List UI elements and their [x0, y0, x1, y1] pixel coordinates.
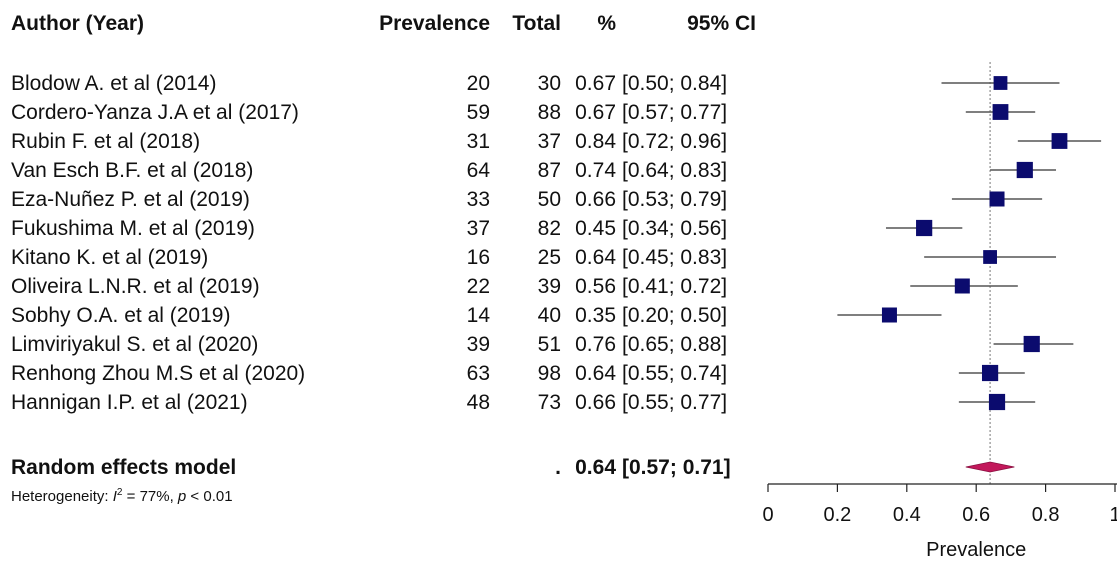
study-author: Blodow A. et al (2014): [11, 72, 217, 95]
study-author: Rubin F. et al (2018): [11, 130, 201, 153]
x-tick-label: 0.8: [1032, 504, 1060, 526]
study-author: Kitano K. et al (2019): [11, 246, 209, 269]
study-author: Limviriyakul S. et al (2020): [11, 333, 259, 356]
x-tick-label: 0.6: [962, 504, 990, 526]
study-square: [954, 278, 970, 294]
study-author: Oliveira L.N.R. et al (2019): [11, 275, 260, 298]
study-square: [1023, 335, 1040, 353]
x-tick-label: 0: [762, 504, 773, 526]
header-author: Author (Year): [11, 12, 145, 35]
study-ci: [0.41; 0.72]: [622, 275, 728, 298]
study-ci: [0.55; 0.77]: [622, 391, 728, 414]
study-percent: 0.64: [575, 246, 616, 269]
study-square: [916, 219, 933, 237]
study-total: 25: [537, 246, 561, 269]
summary-percent: 0.64: [575, 456, 616, 479]
summary-diamond: [965, 461, 1015, 473]
study-author: Hannigan I.P. et al (2021): [11, 391, 248, 414]
study-square: [1016, 161, 1033, 179]
study-square: [981, 364, 999, 382]
study-ci: [0.34; 0.56]: [622, 217, 728, 240]
study-events: 31: [466, 130, 490, 153]
study-author: Eza-Nuñez P. et al (2019): [11, 188, 250, 211]
study-author: Sobhy O.A. et al (2019): [11, 304, 231, 327]
study-square: [988, 393, 1006, 411]
study-events: 20: [466, 72, 490, 95]
study-events: 63: [466, 362, 490, 385]
study-total: 39: [537, 275, 561, 298]
study-events: 22: [466, 275, 490, 298]
header-percent: %: [597, 12, 616, 35]
study-total: 98: [537, 362, 561, 385]
study-square: [983, 250, 997, 264]
study-total: 73: [537, 391, 561, 414]
study-author: Cordero-Yanza J.A et al (2017): [11, 101, 299, 124]
header-ci: 95% CI: [687, 12, 756, 35]
study-ci: [0.50; 0.84]: [622, 72, 728, 95]
study-author: Fukushima M. et al (2019): [11, 217, 255, 240]
study-events: 16: [466, 246, 490, 269]
study-square: [1051, 133, 1068, 149]
x-tick-label: 0.2: [823, 504, 851, 526]
study-square: [993, 76, 1008, 90]
study-events: 14: [466, 304, 490, 327]
header-total: Total: [512, 12, 561, 35]
study-total: 51: [537, 333, 561, 356]
header-prevalence: Prevalence: [379, 12, 490, 35]
study-events: 59: [466, 101, 490, 124]
study-ci: [0.20; 0.50]: [622, 304, 728, 327]
study-percent: 0.84: [575, 130, 616, 153]
study-percent: 0.74: [575, 159, 616, 182]
study-total: 37: [537, 130, 561, 153]
study-ci: [0.57; 0.77]: [622, 101, 728, 124]
study-square: [881, 307, 897, 323]
study-total: 40: [537, 304, 561, 327]
study-ci: [0.64; 0.83]: [622, 159, 728, 182]
study-total: 50: [537, 188, 561, 211]
heterogeneity-p-value: < 0.01: [186, 488, 233, 505]
study-events: 48: [466, 391, 490, 414]
study-ci: [0.45; 0.83]: [622, 246, 728, 269]
study-percent: 0.66: [575, 391, 616, 414]
study-percent: 0.35: [575, 304, 616, 327]
study-percent: 0.64: [575, 362, 616, 385]
heterogeneity-p-symbol: p: [177, 488, 187, 505]
study-total: 87: [537, 159, 561, 182]
heterogeneity-i2-symbol: I: [112, 488, 117, 505]
study-author: Renhong Zhou M.S et al (2020): [11, 362, 306, 385]
summary-label: Random effects model: [11, 456, 237, 479]
x-tick-label: 1: [1109, 504, 1117, 526]
x-tick-label: 0.4: [893, 504, 921, 526]
study-ci: [0.55; 0.74]: [622, 362, 728, 385]
study-events: 64: [466, 159, 490, 182]
study-total: 30: [537, 72, 561, 95]
study-percent: 0.67: [575, 72, 616, 95]
study-square: [992, 104, 1009, 120]
x-axis-label: Prevalence: [926, 539, 1026, 561]
study-events: 39: [466, 333, 490, 356]
study-ci: [0.65; 0.88]: [622, 333, 728, 356]
study-percent: 0.45: [575, 217, 616, 240]
study-events: 37: [466, 217, 490, 240]
heterogeneity-i2-value: = 77%,: [122, 488, 178, 505]
study-ci: [0.53; 0.79]: [622, 188, 728, 211]
heterogeneity-prefix: Heterogeneity:: [11, 488, 113, 505]
study-percent: 0.66: [575, 188, 616, 211]
study-total: 88: [537, 101, 561, 124]
study-percent: 0.76: [575, 333, 616, 356]
study-square: [989, 191, 1005, 207]
study-percent: 0.56: [575, 275, 616, 298]
summary-events: .: [555, 456, 561, 479]
summary-ci: [0.57; 0.71]: [622, 456, 731, 479]
heterogeneity-superscript: 2: [116, 487, 123, 498]
study-ci: [0.72; 0.96]: [622, 130, 728, 153]
study-events: 33: [466, 188, 490, 211]
heterogeneity-note: Heterogeneity: I2 = 77%, p < 0.01: [11, 487, 233, 505]
study-total: 82: [537, 217, 561, 240]
study-author: Van Esch B.F. et al (2018): [11, 159, 254, 182]
study-percent: 0.67: [575, 101, 616, 124]
